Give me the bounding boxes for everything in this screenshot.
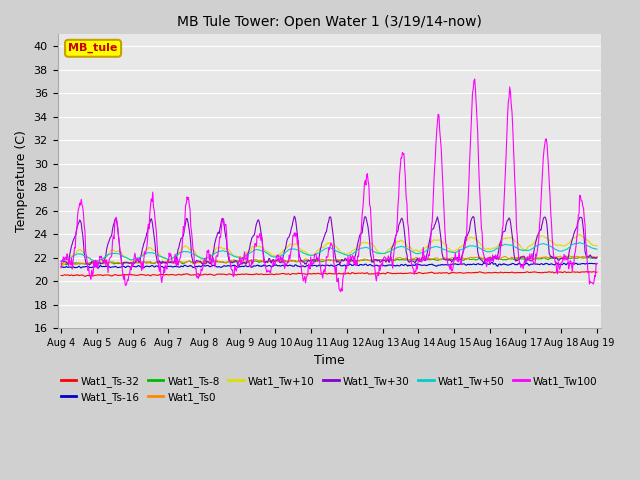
Wat1_Tw+30 [67, 246, 75, 252]
Wat1_Tw+50 [410, 250, 418, 256]
Wat1_Tw100 [122, 283, 130, 288]
Wat1_Tw100 [177, 255, 184, 261]
Wat1_Ts0 [67, 261, 75, 266]
Title: MB Tule Tower: Open Water 1 (3/19/14-now): MB Tule Tower: Open Water 1 (3/19/14-now… [177, 15, 481, 29]
Wat1_Tw+30 [291, 213, 298, 219]
Wat1_Tw100 [593, 261, 601, 267]
Wat1_Ts-16 [593, 261, 601, 266]
Wat1_Tw+10 [205, 254, 213, 260]
Line: Wat1_Ts-16: Wat1_Ts-16 [61, 263, 597, 268]
Wat1_Tw+50 [205, 254, 213, 260]
Wat1_Ts-16 [205, 264, 213, 269]
Wat1_Tw+50 [67, 255, 75, 261]
Line: Wat1_Ts-8: Wat1_Ts-8 [61, 257, 597, 264]
Wat1_Ts0 [123, 259, 131, 265]
Wat1_Ts0 [564, 253, 572, 259]
Wat1_Tw+10 [123, 254, 131, 260]
Wat1_Tw+10 [410, 248, 418, 253]
Wat1_Tw100 [337, 289, 344, 295]
Wat1_Tw100 [67, 262, 75, 268]
Wat1_Ts-16 [57, 264, 65, 270]
Y-axis label: Temperature (C): Temperature (C) [15, 131, 28, 232]
Wat1_Ts-32 [590, 269, 598, 275]
Wat1_Tw+30 [205, 259, 212, 265]
Wat1_Ts-8 [410, 257, 418, 263]
Line: Wat1_Tw+10: Wat1_Tw+10 [61, 235, 597, 265]
Wat1_Ts0 [593, 254, 601, 260]
Wat1_Tw+10 [177, 247, 185, 252]
Wat1_Ts-16 [410, 263, 418, 268]
Wat1_Tw100 [395, 193, 403, 199]
Wat1_Ts-32 [395, 270, 403, 276]
Wat1_Tw+50 [593, 246, 601, 252]
Line: Wat1_Ts0: Wat1_Ts0 [61, 256, 597, 264]
Wat1_Tw+50 [575, 240, 583, 245]
Line: Wat1_Tw100: Wat1_Tw100 [61, 79, 597, 292]
Wat1_Tw+50 [57, 258, 65, 264]
Wat1_Ts-32 [177, 272, 185, 278]
Wat1_Ts0 [70, 262, 78, 267]
Wat1_Tw+30 [57, 259, 65, 264]
Wat1_Tw+30 [235, 263, 243, 269]
Wat1_Tw+50 [123, 255, 131, 261]
Wat1_Ts-8 [63, 262, 70, 267]
Wat1_Tw+30 [412, 260, 419, 266]
Wat1_Tw+10 [593, 243, 601, 249]
Wat1_Ts0 [410, 255, 418, 261]
Wat1_Tw+30 [396, 221, 403, 227]
Wat1_Ts-8 [177, 260, 185, 265]
Wat1_Tw100 [410, 271, 418, 277]
Wat1_Ts-32 [67, 272, 75, 278]
Wat1_Ts-32 [593, 269, 601, 275]
Wat1_Ts-16 [123, 264, 131, 269]
Wat1_Tw+50 [92, 258, 100, 264]
Wat1_Tw+50 [395, 244, 403, 250]
Wat1_Ts-8 [123, 259, 131, 265]
Wat1_Ts-8 [205, 259, 213, 265]
Wat1_Tw+30 [593, 254, 601, 260]
Wat1_Ts-32 [57, 273, 65, 278]
Wat1_Tw+10 [577, 232, 584, 238]
Wat1_Tw+10 [57, 262, 65, 268]
Wat1_Ts-16 [395, 263, 403, 269]
Wat1_Ts-32 [205, 271, 213, 277]
Wat1_Tw+50 [177, 250, 185, 255]
Wat1_Tw+30 [177, 239, 184, 244]
Wat1_Ts-16 [67, 264, 75, 270]
Wat1_Ts-32 [123, 272, 131, 277]
Wat1_Ts-16 [177, 263, 185, 269]
Wat1_Tw100 [205, 247, 212, 253]
Wat1_Ts-32 [410, 270, 418, 276]
Wat1_Tw+10 [68, 253, 76, 259]
Wat1_Ts0 [395, 255, 403, 261]
Line: Wat1_Ts-32: Wat1_Ts-32 [61, 272, 597, 276]
Legend: Wat1_Ts-32, Wat1_Ts-16, Wat1_Ts-8, Wat1_Ts0, Wat1_Tw+10, Wat1_Tw+30, Wat1_Tw+50,: Wat1_Ts-32, Wat1_Ts-16, Wat1_Ts-8, Wat1_… [56, 372, 602, 407]
Wat1_Ts-8 [395, 257, 403, 263]
Wat1_Ts-8 [57, 261, 65, 267]
Text: MB_tule: MB_tule [68, 43, 118, 53]
Wat1_Tw100 [57, 265, 65, 271]
Wat1_Ts0 [57, 261, 65, 266]
Wat1_Ts-16 [94, 265, 102, 271]
Wat1_Ts-8 [593, 255, 601, 261]
Wat1_Ts0 [177, 259, 185, 265]
Wat1_Tw+10 [395, 239, 403, 244]
Wat1_Tw+30 [122, 259, 130, 265]
Wat1_Ts-16 [488, 260, 496, 265]
Wat1_Tw100 [471, 76, 479, 82]
Wat1_Tw+10 [59, 263, 67, 268]
X-axis label: Time: Time [314, 354, 344, 367]
Line: Wat1_Tw+50: Wat1_Tw+50 [61, 242, 597, 261]
Wat1_Ts-32 [82, 274, 90, 279]
Wat1_Ts-8 [68, 260, 76, 266]
Wat1_Ts-8 [575, 254, 583, 260]
Wat1_Ts0 [205, 260, 213, 265]
Line: Wat1_Tw+30: Wat1_Tw+30 [61, 216, 597, 266]
